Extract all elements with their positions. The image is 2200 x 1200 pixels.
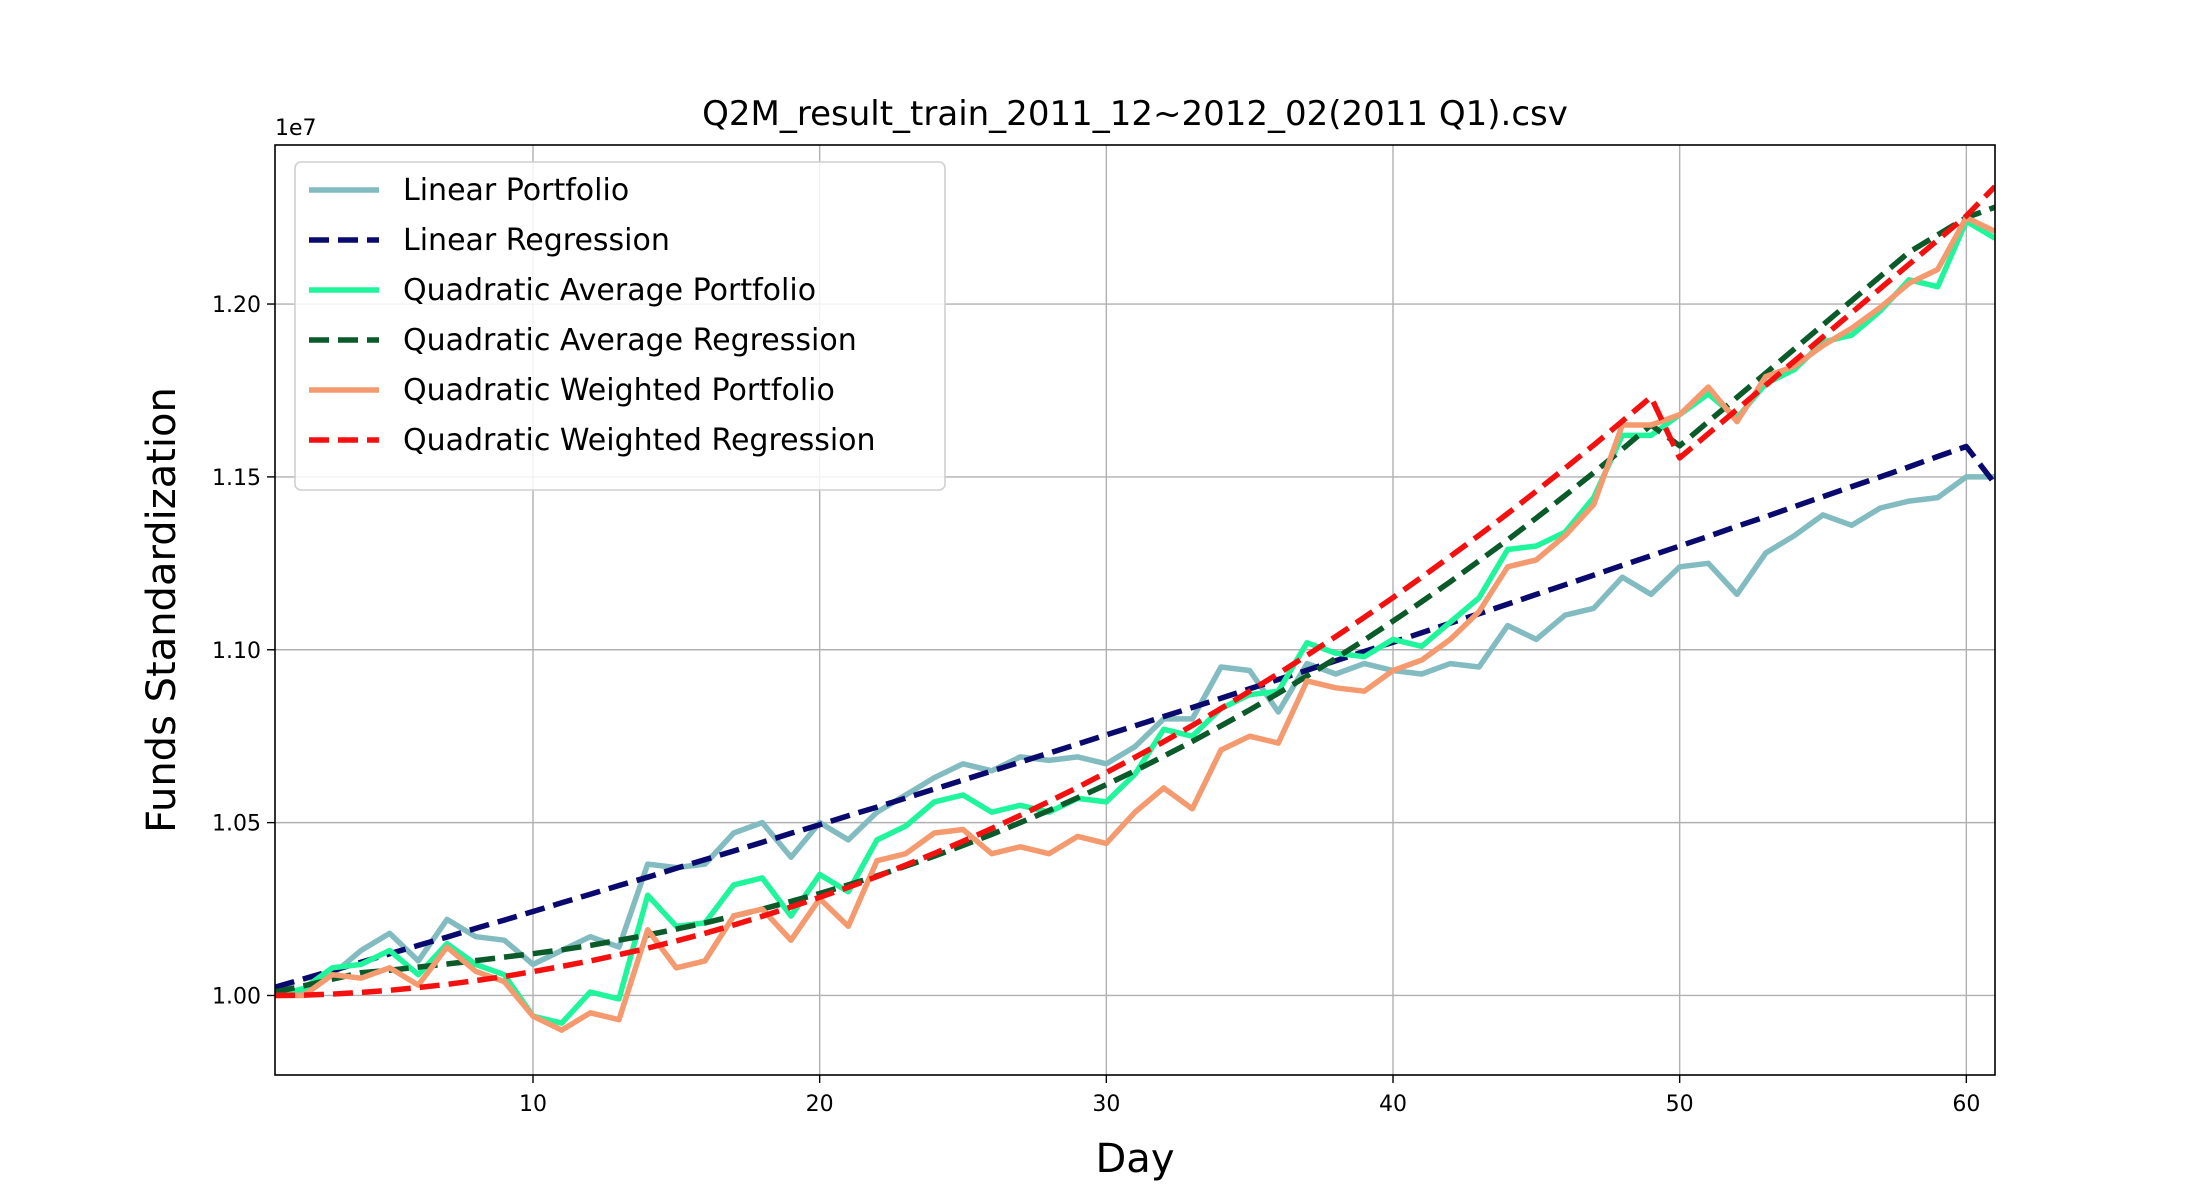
- legend-entry-label: Linear Regression: [403, 223, 670, 258]
- legend: Linear Portfolio Linear Regression Quadrat…: [294, 161, 946, 491]
- y-tick-label: 1.05: [212, 812, 261, 837]
- x-tick-label: 20: [806, 1092, 834, 1117]
- x-tick-label: 60: [1952, 1092, 1980, 1117]
- series-line-2: [275, 443, 1995, 990]
- series-group: [275, 184, 1995, 1033]
- legend-entry-label: Linear Portfolio: [403, 173, 629, 208]
- x-tick-label: 30: [1092, 1092, 1120, 1117]
- axis-ticks: 10 20 30 40 50 60 1.00 1.05 1.10 1.15 1.20: [212, 293, 1980, 1117]
- legend-frame: [294, 161, 946, 491]
- y-tick-label: 1.15: [212, 466, 261, 491]
- x-tick-label: 10: [519, 1092, 547, 1117]
- series-line-4: [275, 204, 1995, 995]
- y-axis-label: Funds Standardization: [139, 387, 185, 833]
- legend-entry-label: Quadratic Average Portfolio: [403, 273, 816, 308]
- y-tick-label: 1.10: [212, 639, 261, 664]
- chart-title: Q2M_result_train_2011_12~2012_02(2011 Q1…: [702, 94, 1568, 134]
- y-axis-offset-label: 1e7: [275, 116, 317, 141]
- x-tick-label: 50: [1666, 1092, 1694, 1117]
- plot-area-frame: [274, 144, 1996, 1076]
- y-tick-label: 1.20: [212, 293, 261, 318]
- legend-entry-label: Quadratic Weighted Regression: [403, 423, 876, 458]
- x-tick-label: 40: [1379, 1092, 1407, 1117]
- x-axis-label: Day: [1096, 1136, 1175, 1182]
- series-line-5: [275, 214, 1995, 1033]
- legend-entry-label: Quadratic Weighted Portfolio: [403, 373, 835, 408]
- series-line-3: [275, 218, 1995, 1026]
- legend-entry-label: Quadratic Average Regression: [403, 323, 857, 358]
- y-tick-label: 1.00: [212, 984, 261, 1009]
- series-line-6: [275, 184, 1995, 999]
- series-layer: [275, 184, 1995, 1033]
- grid-lines: [275, 145, 1995, 1075]
